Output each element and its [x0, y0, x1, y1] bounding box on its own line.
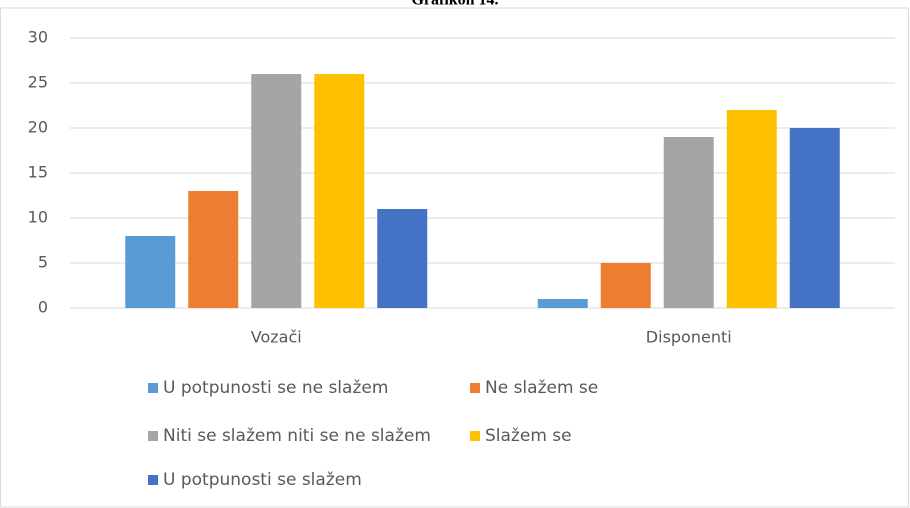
x-tick-label: Disponenti: [646, 328, 732, 347]
bar: [125, 236, 176, 308]
legend-label: Niti se slažem niti se ne slažem: [163, 426, 431, 446]
legend-label: Slažem se: [485, 426, 572, 446]
legend-swatch: [148, 475, 158, 485]
bar: [188, 191, 239, 308]
legend-swatch: [470, 431, 480, 441]
legend-swatch: [148, 383, 158, 393]
bar: [600, 263, 651, 308]
bar: [251, 74, 302, 308]
legend-label: U potpunosti se ne slažem: [163, 378, 388, 398]
y-tick-label: 20: [28, 118, 48, 137]
bar: [663, 137, 714, 308]
x-tick-label: Vozači: [251, 328, 302, 347]
y-tick-label: 0: [38, 298, 48, 317]
legend-swatch: [470, 383, 480, 393]
bar: [537, 299, 588, 308]
legend-label: Ne slažem se: [485, 378, 598, 398]
legend-label: U potpunosti se slažem: [163, 470, 362, 490]
bar: [377, 209, 428, 308]
y-tick-label: 5: [38, 253, 48, 272]
bar: [789, 128, 840, 308]
y-tick-label: 10: [28, 208, 48, 227]
y-tick-label: 15: [28, 163, 48, 182]
chart-title: Grafikon 14.: [411, 0, 498, 9]
legend-swatch: [148, 431, 158, 441]
y-tick-label: 30: [28, 28, 48, 47]
bar: [726, 110, 777, 308]
y-tick-label: 25: [28, 73, 48, 92]
bar: [314, 74, 365, 308]
